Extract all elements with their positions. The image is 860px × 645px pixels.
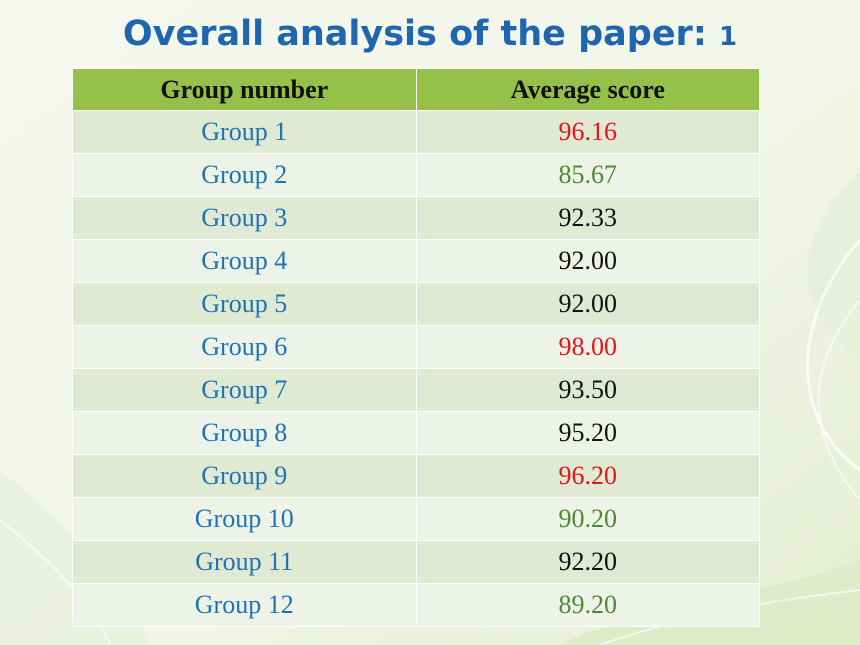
table-row: Group 2 85.67 <box>72 153 760 197</box>
group-cell: Group 12 <box>72 583 417 627</box>
group-cell: Group 1 <box>72 110 417 154</box>
table-row: Group 3 92.33 <box>72 196 760 240</box>
score-cell: 95.20 <box>415 411 760 455</box>
table-row: Group 5 92.00 <box>72 282 760 326</box>
score-cell: 96.16 <box>415 110 760 154</box>
score-cell: 85.67 <box>415 153 760 197</box>
group-cell: Group 11 <box>72 540 417 584</box>
score-cell: 92.33 <box>415 196 760 240</box>
score-cell: 92.20 <box>415 540 760 584</box>
title-number: 1 <box>719 22 738 52</box>
header-group-number: Group number <box>72 68 417 111</box>
group-cell: Group 3 <box>72 196 417 240</box>
table-row: Group 11 92.20 <box>72 540 760 584</box>
table-row: Group 6 98.00 <box>72 325 760 369</box>
table-row: Group 8 95.20 <box>72 411 760 455</box>
table-row: Group 4 92.00 <box>72 239 760 283</box>
header-average-score: Average score <box>415 68 760 111</box>
score-cell: 92.00 <box>415 239 760 283</box>
score-cell: 90.20 <box>415 497 760 541</box>
table-row: Group 10 90.20 <box>72 497 760 541</box>
table-header-row: Group number Average score <box>72 68 760 111</box>
table-row: Group 12 89.20 <box>72 583 760 627</box>
title-text: Overall analysis of the paper: <box>122 14 707 54</box>
score-table: Group number Average score Group 1 96.16… <box>72 68 760 627</box>
group-cell: Group 4 <box>72 239 417 283</box>
table-row: Group 9 96.20 <box>72 454 760 498</box>
group-cell: Group 2 <box>72 153 417 197</box>
group-cell: Group 9 <box>72 454 417 498</box>
score-cell: 89.20 <box>415 583 760 627</box>
score-cell: 93.50 <box>415 368 760 412</box>
group-cell: Group 5 <box>72 282 417 326</box>
group-cell: Group 6 <box>72 325 417 369</box>
table-row: Group 1 96.16 <box>72 110 760 154</box>
group-cell: Group 10 <box>72 497 417 541</box>
table-row: Group 7 93.50 <box>72 368 760 412</box>
score-cell: 92.00 <box>415 282 760 326</box>
group-cell: Group 7 <box>72 368 417 412</box>
score-cell: 96.20 <box>415 454 760 498</box>
score-cell: 98.00 <box>415 325 760 369</box>
group-cell: Group 8 <box>72 411 417 455</box>
page-title: Overall analysis of the paper: 1 <box>0 14 860 54</box>
